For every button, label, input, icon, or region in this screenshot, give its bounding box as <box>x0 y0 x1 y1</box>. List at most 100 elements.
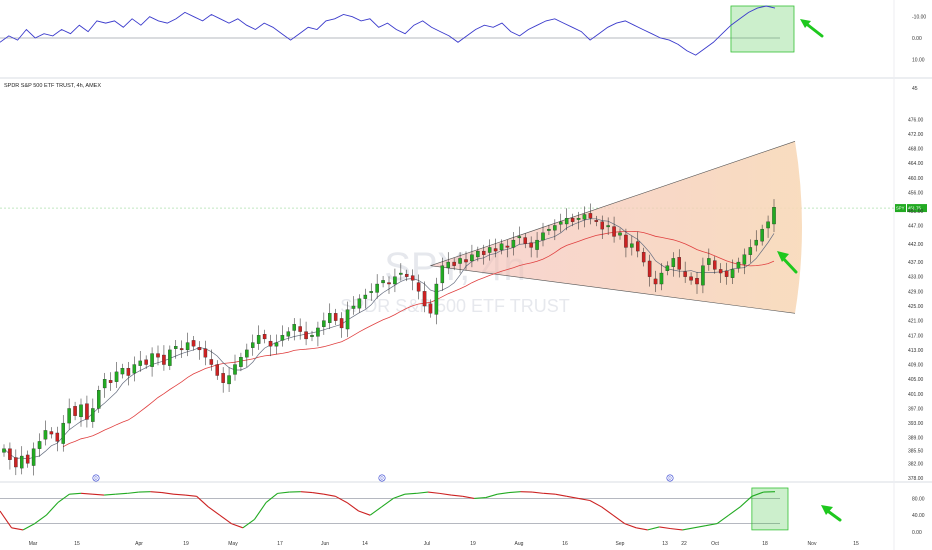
candle-body <box>570 217 575 222</box>
candle-body <box>689 276 693 281</box>
divider-marker-label: D <box>94 476 98 481</box>
bottom-osc-segment <box>346 502 359 512</box>
divider-marker-circle <box>92 474 100 482</box>
candle-body <box>553 225 557 231</box>
price-y-tick: 451.00 <box>908 209 924 215</box>
candle-body <box>707 258 711 265</box>
candle-body <box>766 221 770 229</box>
candle-body <box>600 221 604 230</box>
candle-body <box>458 258 462 264</box>
candle-body <box>292 324 296 331</box>
candle-body <box>671 258 676 267</box>
candle-body <box>618 232 622 236</box>
x-axis-tick: May <box>228 541 238 547</box>
candle-body <box>523 237 527 244</box>
bottom-osc-segment <box>265 492 278 504</box>
candle-body <box>37 441 42 449</box>
price-y-tick: 401.00 <box>908 392 924 398</box>
candle-body <box>43 430 48 440</box>
candle-body <box>452 261 456 266</box>
price-y-tick: 456.00 <box>908 191 924 197</box>
bottom-osc-segment <box>705 523 718 527</box>
candle-body <box>683 271 687 277</box>
price-y-tick: 425.00 <box>908 304 924 310</box>
price-y-tick: 460.00 <box>908 176 924 182</box>
candle-body <box>280 335 285 341</box>
candle-body <box>132 364 137 374</box>
bottom-y-tick: 0.00 <box>912 530 922 536</box>
candle-body <box>434 283 439 315</box>
candle-body <box>405 273 409 277</box>
x-axis-tick: Apr <box>135 541 143 547</box>
bottom-osc-segment <box>636 527 648 531</box>
candle-body <box>410 275 415 281</box>
axes-group: Mar 15 Apr 19 May 17 Jun 14 Jul 19 Aug 16 Sep 13 22 Oct… <box>29 541 859 547</box>
candle-body <box>67 408 71 424</box>
price-y-tick: 421.00 <box>908 319 924 325</box>
x-axis-tick: 16 <box>562 541 568 547</box>
x-axis-tick: Sep <box>616 541 625 547</box>
price-y-tick: 472.00 <box>908 132 924 138</box>
candle-body <box>268 340 273 347</box>
wedge-top-line <box>430 140 796 267</box>
candle-body <box>748 247 753 255</box>
x-axis-tick: 15 <box>74 541 80 547</box>
bottom-y-tick: 80.00 <box>912 496 925 502</box>
candle-body <box>55 432 60 442</box>
price-y-tick: 393.00 <box>908 421 924 427</box>
candle-body <box>61 422 65 444</box>
candle-body <box>576 217 581 220</box>
bottom-osc-segment <box>416 491 429 494</box>
candle-body <box>665 265 670 271</box>
bottom-osc-segment <box>150 491 162 494</box>
candle-body <box>742 254 747 265</box>
candle-body <box>209 359 214 365</box>
candle-body <box>511 239 516 248</box>
candle-body <box>582 214 587 220</box>
x-axis-tick: 22 <box>681 541 687 547</box>
price-y-tick: 397.00 <box>908 406 924 412</box>
candle-body <box>559 221 563 225</box>
price-y-tick: 476.00 <box>908 117 924 123</box>
candle-body <box>760 228 764 242</box>
candle-body <box>612 226 616 237</box>
candle-body <box>677 257 681 270</box>
bottom-osc-segment <box>161 491 174 495</box>
candle-body <box>31 448 36 466</box>
candle-body <box>517 236 522 239</box>
x-axis-tick: 15 <box>853 541 859 547</box>
bottom-osc-segment <box>22 523 35 531</box>
bottom-osc-segment <box>624 523 637 529</box>
top-highlight-box <box>730 5 795 53</box>
top-y-tick: 10.00 <box>912 57 925 63</box>
bottom-osc-segment <box>369 506 383 516</box>
bottom-osc-segment <box>185 494 197 497</box>
candle-body <box>150 353 154 367</box>
price-y-tick: 442.00 <box>908 242 924 248</box>
top-y-tick: -10.00 <box>912 15 926 21</box>
price-y-tick: 413.00 <box>908 348 924 354</box>
price-tag-symbol: SPY <box>896 206 905 211</box>
bottom-osc-segment <box>69 492 82 495</box>
bottom-osc-segment <box>358 510 371 516</box>
candle-body <box>138 360 142 366</box>
candle-body <box>79 404 83 418</box>
candle-body <box>20 455 24 469</box>
x-axis-tick: Jun <box>321 541 329 547</box>
bottom-osc-segment <box>659 526 671 530</box>
candle-body <box>547 228 551 231</box>
candle-body <box>91 408 95 422</box>
bottom-osc-segment <box>589 500 602 508</box>
bottom-osc-segment <box>57 493 70 504</box>
bottom-osc-segment <box>728 506 741 516</box>
candle-body <box>2 448 6 453</box>
bottom-osc-segment <box>312 491 324 495</box>
bottom-osc-segment <box>254 502 267 520</box>
candle-body <box>594 220 599 222</box>
divider-marker-circle <box>666 474 674 482</box>
candle-body <box>197 347 202 351</box>
price-y-tick: 405.00 <box>908 377 924 383</box>
candle-body <box>416 282 421 292</box>
price-y-tick: 429.00 <box>908 289 924 295</box>
candle-body <box>624 234 628 248</box>
